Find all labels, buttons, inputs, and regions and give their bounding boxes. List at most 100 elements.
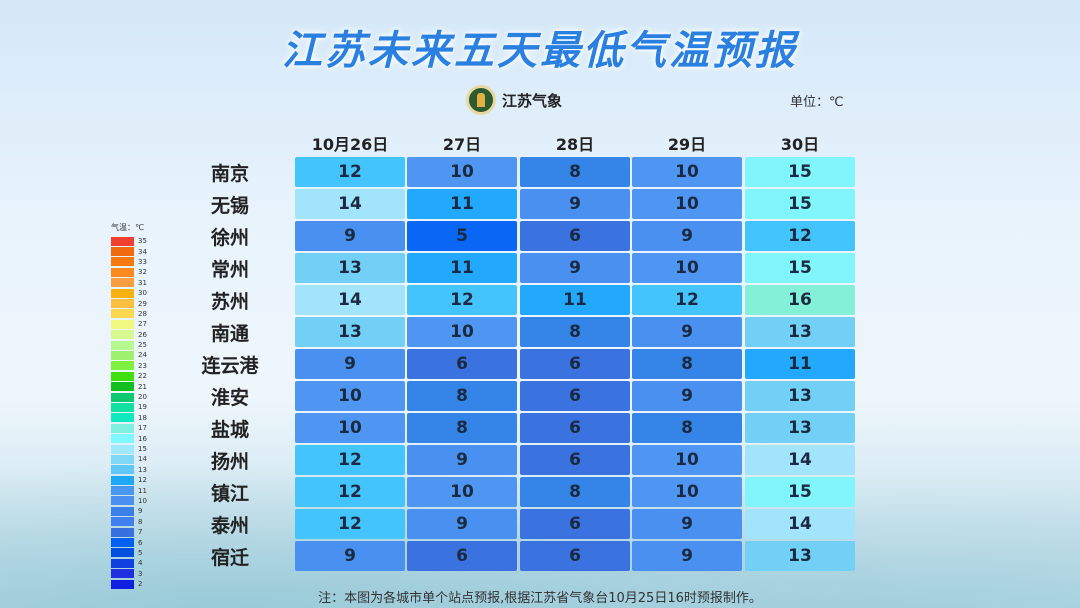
temperature-cell: 5	[407, 221, 517, 251]
temperature-cell: 10	[407, 317, 517, 347]
temperature-cell: 13	[745, 317, 855, 347]
temperature-cell: 12	[407, 285, 517, 315]
temperature-cell: 13	[745, 381, 855, 411]
legend-item: 16	[111, 433, 147, 444]
legend-item: 21	[111, 381, 147, 392]
temperature-cell: 12	[295, 509, 405, 539]
legend-swatch	[111, 434, 134, 444]
city-label: 连云港	[201, 355, 259, 377]
legend-swatch	[111, 465, 134, 475]
temperature-cell: 9	[407, 509, 517, 539]
temperature-cell: 8	[632, 349, 742, 379]
temperature-cell: 8	[407, 381, 517, 411]
city-label: 常州	[210, 259, 249, 281]
legend-item: 18	[111, 413, 147, 423]
legend-label: 33	[138, 257, 147, 266]
legend-item: 31	[111, 278, 147, 288]
temperature-cell: 15	[745, 189, 855, 219]
legend-label: 15	[138, 445, 147, 453]
temperature-cell: 12	[295, 445, 405, 475]
legend-label: 35	[138, 237, 147, 246]
temperature-cell: 6	[520, 381, 630, 411]
temperature-cell: 6	[520, 413, 630, 443]
temperature-cell: 8	[407, 413, 517, 443]
legend-label: 13	[138, 465, 147, 474]
legend-swatch	[111, 569, 134, 579]
legend-item: 15	[111, 444, 147, 454]
legend-label: 24	[138, 351, 147, 360]
city-label: 无锡	[210, 195, 249, 217]
legend-item: 33	[111, 257, 147, 267]
temperature-legend: 气温：℃ 35 34 33 32 31 30 29 28 27 26 25 24 23 22 21 20 19 1…	[111, 222, 147, 589]
temperature-cell: 13	[295, 253, 405, 283]
legend-label: 14	[138, 455, 147, 464]
legend-label: 10	[138, 496, 147, 505]
legend-label: 19	[138, 403, 147, 412]
legend-label: 30	[138, 289, 147, 298]
unit-label: 单位：℃	[790, 95, 844, 110]
legend-item: 28	[111, 309, 147, 319]
temperature-cell: 9	[520, 189, 630, 219]
legend-label: 6	[138, 538, 143, 547]
city-label: 徐州	[210, 227, 249, 249]
legend-swatch	[111, 309, 134, 319]
temperature-cell: 9	[407, 445, 517, 475]
logo-text: 江苏气象	[502, 91, 563, 110]
temperature-cell: 13	[745, 541, 855, 571]
legend-label: 3	[138, 569, 143, 578]
column-header: 29日	[667, 135, 707, 154]
temperature-cell: 8	[520, 317, 630, 347]
footnote: 注：本图为各城市单个站点预报,根据江苏省气象台10月25日16时预报制作。	[318, 591, 762, 606]
city-label: 南京	[210, 163, 249, 185]
temperature-cell: 6	[407, 349, 517, 379]
legend-swatch	[111, 548, 134, 558]
legend-item: 10	[111, 496, 147, 506]
city-label: 宿迁	[210, 547, 249, 569]
temperature-cell: 15	[745, 477, 855, 507]
legend-label: 22	[138, 372, 147, 381]
legend-label: 31	[138, 278, 147, 287]
legend-label: 29	[138, 299, 147, 308]
emblem-icon	[466, 85, 496, 115]
legend-swatch	[111, 475, 134, 485]
legend-label: 5	[138, 548, 143, 557]
legend-label: 12	[138, 476, 147, 485]
legend-label: 9	[138, 507, 143, 516]
legend-swatch	[111, 527, 134, 537]
legend-item: 5	[111, 548, 147, 558]
city-label: 南通	[210, 323, 249, 345]
legend-label: 8	[138, 517, 143, 526]
legend-swatch	[111, 299, 134, 309]
temperature-cell: 9	[632, 509, 742, 539]
temperature-cell: 8	[520, 477, 630, 507]
legend-label: 28	[138, 309, 147, 318]
legend-item: 26	[111, 330, 147, 340]
temperature-cell: 6	[520, 509, 630, 539]
legend-item: 8	[111, 517, 147, 527]
temperature-cell: 14	[295, 189, 405, 219]
temperature-cell: 12	[295, 477, 405, 507]
legend-item: 7	[111, 527, 147, 537]
column-header: 28日	[555, 135, 595, 154]
temperature-cell: 6	[520, 221, 630, 251]
legend-swatch	[111, 579, 134, 589]
legend-item: 22	[111, 371, 147, 381]
legend-item: 3	[111, 569, 147, 579]
legend-item: 32	[111, 267, 147, 277]
legend-item: 12	[111, 475, 147, 485]
temperature-cell: 14	[745, 509, 855, 539]
city-label: 盐城	[210, 419, 249, 441]
legend-item: 13	[111, 465, 147, 475]
legend-item: 11	[111, 485, 147, 496]
legend-item: 27	[111, 319, 147, 329]
temperature-cell: 9	[295, 349, 405, 379]
legend-swatch	[111, 278, 134, 288]
legend-swatch	[111, 486, 134, 496]
legend-label: 26	[138, 330, 147, 339]
legend-item: 9	[111, 506, 147, 516]
temperature-cell: 10	[632, 157, 742, 187]
legend-item: 23	[111, 361, 147, 371]
legend-swatch	[111, 236, 134, 246]
legend-label: 25	[138, 341, 147, 350]
temperature-cell: 15	[745, 253, 855, 283]
